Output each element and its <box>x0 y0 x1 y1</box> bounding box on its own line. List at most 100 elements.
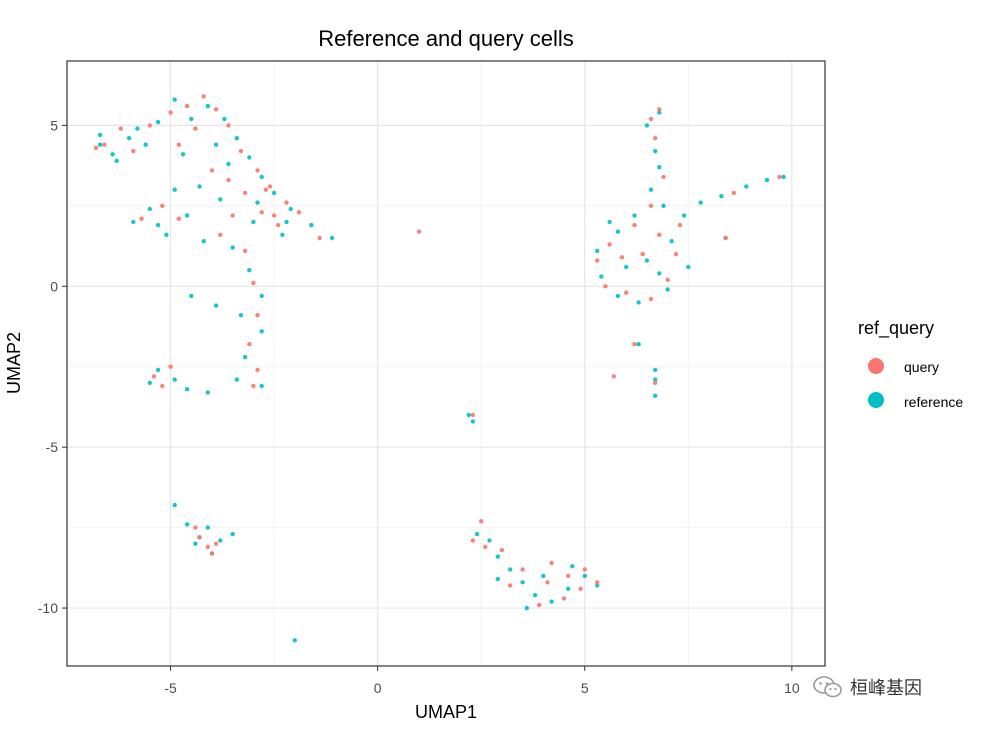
legend-item-query: query <box>868 358 939 375</box>
point-reference <box>624 264 629 270</box>
point-query <box>470 538 476 543</box>
point-reference <box>653 377 658 382</box>
point-reference <box>189 293 194 299</box>
point-reference <box>205 525 210 530</box>
point-reference <box>230 245 235 250</box>
point-reference <box>532 593 538 598</box>
point-query <box>201 94 206 99</box>
x-axis-ticks: -5 0 5 10 <box>164 666 800 696</box>
chart-title: Reference and query cells <box>318 26 574 51</box>
point-reference <box>247 268 252 273</box>
y-tick-label: 0 <box>50 278 58 294</box>
point-reference <box>781 174 786 180</box>
x-tick-label: 0 <box>374 680 382 696</box>
point-query <box>230 213 235 218</box>
watermark: 桓峰基因 <box>812 674 922 700</box>
point-reference <box>288 206 293 212</box>
y-axis-ticks: 5 0 -5 -10 <box>38 117 67 616</box>
point-reference <box>636 342 641 347</box>
point-reference <box>222 116 227 122</box>
point-query <box>607 242 612 247</box>
point-query <box>251 280 256 286</box>
point-query <box>657 107 662 112</box>
point-query <box>677 222 683 228</box>
point-reference <box>172 187 177 192</box>
point-reference <box>213 303 219 308</box>
point-query <box>160 203 165 208</box>
point-query <box>582 567 587 572</box>
point-reference <box>184 387 190 392</box>
point-query <box>226 123 231 128</box>
point-reference <box>143 142 148 147</box>
point-reference <box>247 155 252 160</box>
point-query <box>483 544 488 550</box>
point-reference <box>201 239 206 244</box>
point-query <box>160 383 165 389</box>
point-query <box>139 216 144 221</box>
point-query <box>151 374 157 379</box>
y-axis-title: UMAP2 <box>4 332 24 394</box>
point-query <box>648 116 654 122</box>
point-reference <box>686 264 691 270</box>
point-query <box>263 187 268 192</box>
point-reference <box>541 573 546 579</box>
point-reference <box>218 538 223 543</box>
point-query <box>205 544 210 550</box>
point-query <box>176 216 181 221</box>
point-reference <box>238 313 244 318</box>
point-query <box>209 168 215 173</box>
point-reference <box>271 190 277 196</box>
point-query <box>242 248 248 254</box>
y-tick-label: 5 <box>50 117 58 133</box>
point-reference <box>508 567 513 572</box>
point-reference <box>595 248 600 254</box>
point-query <box>545 580 550 585</box>
point-reference <box>234 377 239 382</box>
point-reference <box>648 187 654 192</box>
point-reference <box>184 213 190 218</box>
point-query <box>731 190 737 196</box>
point-query <box>213 107 219 112</box>
point-query <box>479 519 484 524</box>
point-reference <box>698 200 703 205</box>
point-reference <box>205 103 210 109</box>
panel-background <box>67 61 825 666</box>
point-query <box>653 380 658 385</box>
point-query <box>603 284 608 289</box>
point-reference <box>644 123 650 128</box>
point-reference <box>164 232 169 237</box>
point-reference <box>657 110 662 115</box>
point-query <box>93 145 99 151</box>
point-reference <box>114 158 119 163</box>
point-query <box>416 229 422 234</box>
point-query <box>184 103 190 109</box>
point-reference <box>193 541 198 546</box>
point-reference <box>155 222 161 228</box>
point-query <box>176 142 181 147</box>
point-query <box>640 251 645 257</box>
point-reference <box>549 599 554 604</box>
point-query <box>508 583 513 588</box>
point-reference <box>172 377 177 382</box>
point-query <box>619 255 625 260</box>
point-reference <box>131 219 136 225</box>
point-reference <box>520 580 525 585</box>
point-query <box>673 251 679 257</box>
point-query <box>470 412 476 418</box>
point-reference <box>230 531 235 537</box>
x-tick-label: 10 <box>784 680 800 696</box>
point-reference <box>155 367 161 373</box>
point-reference <box>470 419 476 424</box>
point-query <box>296 210 302 215</box>
point-reference <box>615 293 621 299</box>
point-query <box>566 573 571 579</box>
point-query <box>561 596 567 601</box>
point-query <box>520 567 525 572</box>
point-query <box>255 313 260 318</box>
point-query <box>723 235 728 241</box>
point-query <box>255 168 260 173</box>
point-reference <box>487 538 492 543</box>
y-tick-label: -5 <box>46 439 59 455</box>
point-reference <box>474 531 480 537</box>
point-reference <box>665 287 670 292</box>
